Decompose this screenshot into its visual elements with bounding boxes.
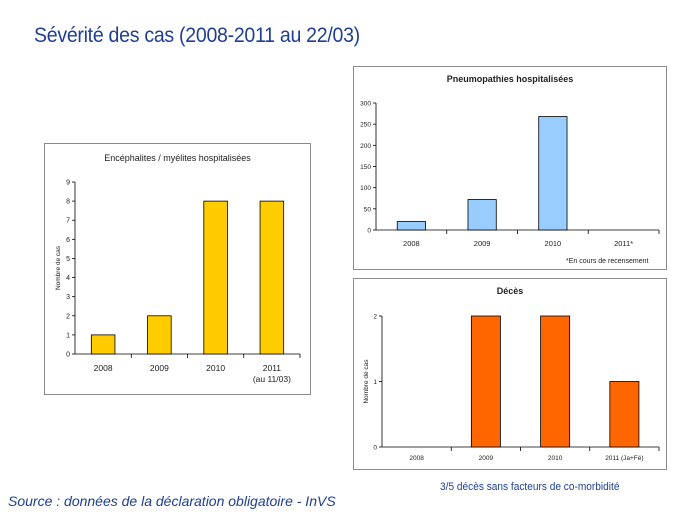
x-category-label: 2011 — [263, 363, 282, 373]
x-category-sublabel: (au 11/03) — [253, 374, 291, 384]
pneumopathies-chart-svg: Pneumopathies hospitalisées 0 50 100 150 200 2… — [360, 74, 660, 248]
y-tick-label: 7 — [66, 218, 70, 225]
y-tick-label: 150 — [360, 164, 371, 171]
y-tick-label: 0 — [373, 445, 377, 452]
y-tick-label: 4 — [66, 275, 70, 282]
bar-2009 — [147, 315, 172, 355]
slide-title: Sévérité des cas (2008-2011 au 22/03) — [34, 24, 360, 47]
x-category-label: 2010 — [206, 363, 225, 373]
y-tick-label: 9 — [66, 180, 70, 187]
comorbidity-note: 3/5 décès sans facteurs de co-morbidité — [440, 481, 620, 493]
pneumopathies-chart: Pneumopathies hospitalisées 0 50 100 150 200 2… — [353, 66, 667, 270]
y-tick-label: 2 — [373, 314, 377, 321]
y-tick-label: 0 — [367, 228, 371, 235]
x-category-label: 2008 — [94, 363, 113, 373]
y-tick-label: 250 — [360, 122, 371, 129]
encephalites-chart-svg: Encéphalites / myélites hospitalisées Nom… — [55, 153, 301, 384]
y-tick-label: 1 — [373, 379, 377, 386]
x-category-label: 2011* — [614, 239, 633, 248]
y-tick-label: 50 — [364, 206, 372, 213]
bar-2008 — [396, 221, 426, 231]
deces-chart: Décès Nombre de cas 0 1 2 2008 2009 2010 2011 (J… — [353, 278, 667, 470]
y-tick-label: 3 — [66, 294, 70, 301]
encephalites-chart: Encéphalites / myélites hospitalisées Nom… — [44, 143, 311, 395]
pneumopathies-note: *En cours de recensement — [566, 258, 649, 265]
bar-2008 — [90, 334, 116, 355]
y-axis-label: Nombre de cas — [363, 359, 370, 404]
source-text: Source : données de la déclaration oblig… — [8, 493, 336, 509]
bar-2009 — [467, 199, 497, 231]
bar-2010 — [203, 200, 228, 355]
bar-2011-ja-f- — [609, 381, 640, 448]
y-tick-label: 1 — [66, 332, 70, 339]
y-axis-label: Nombre de cas — [55, 245, 62, 290]
x-category-label: 2010 — [548, 455, 563, 462]
x-category-label: 2008 — [409, 455, 424, 462]
chart-title: Décès — [497, 286, 524, 296]
chart-title: Encéphalites / myélites hospitalisées — [104, 153, 251, 163]
y-tick-label: 0 — [66, 352, 70, 359]
chart-title: Pneumopathies hospitalisées — [447, 74, 574, 84]
y-tick-label: 200 — [360, 143, 371, 150]
bar-2010 — [538, 116, 568, 231]
y-tick-label: 6 — [66, 237, 70, 244]
x-category-label: 2011 (Ja+Fé) — [605, 455, 643, 462]
x-category-label: 2009 — [150, 363, 169, 373]
x-category-label: 2008 — [403, 239, 420, 248]
x-category-label: 2009 — [474, 239, 491, 248]
bar-2011 — [259, 200, 285, 355]
bar-2010 — [540, 315, 571, 448]
x-category-label: 2010 — [545, 239, 562, 248]
deces-chart-svg: Décès Nombre de cas 0 1 2 2008 2009 2010 2011 (J… — [363, 286, 660, 462]
bar-2009 — [470, 315, 501, 448]
y-tick-label: 5 — [66, 256, 70, 263]
y-tick-label: 300 — [360, 101, 371, 108]
x-category-label: 2009 — [479, 455, 494, 462]
y-tick-label: 100 — [360, 185, 371, 192]
y-tick-label: 2 — [66, 313, 70, 320]
y-tick-label: 8 — [66, 199, 70, 206]
